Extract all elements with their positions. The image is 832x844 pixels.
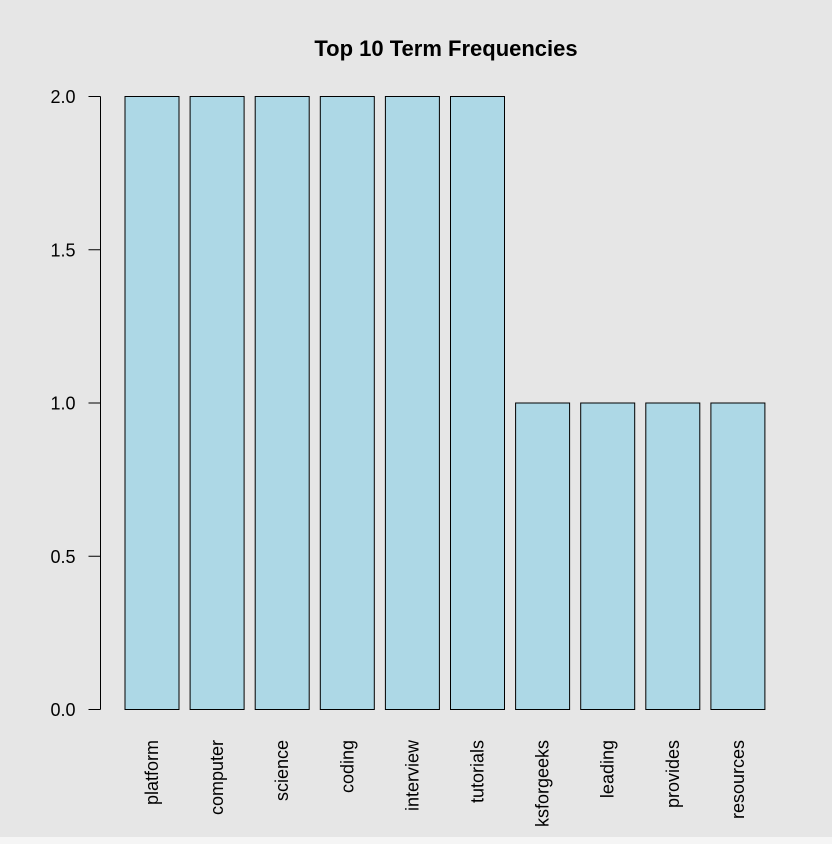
y-tick-label: 0.0 (50, 700, 75, 720)
category-label-computer: computer (207, 740, 227, 815)
category-label-tutorials: tutorials (468, 740, 488, 803)
y-axis: 0.0 0.5 1.0 1.5 2.0 (50, 87, 101, 720)
bar-resources (710, 402, 766, 710)
bar-science (254, 96, 310, 710)
category-label-provides: provides (663, 740, 683, 808)
category-label-resources: resources (728, 740, 748, 819)
category-label-coding: coding (337, 740, 357, 793)
category-labels-group: platform computer science coding interview tu… (142, 739, 748, 827)
category-label-platform: platform (142, 740, 162, 805)
bar-computer (189, 96, 245, 710)
y-tick-label: 1.5 (50, 240, 75, 260)
category-label-ksforgeeks: ksforgeeks (533, 740, 553, 827)
y-tick-label: 2.0 (50, 87, 75, 107)
y-tick-label: 0.5 (50, 547, 75, 567)
bar-provides (645, 402, 701, 710)
bar-leading (580, 402, 636, 710)
category-label-science: science (272, 740, 292, 801)
bottom-strip (0, 837, 832, 844)
bar-platform (124, 96, 180, 710)
bars-group (124, 96, 766, 710)
category-label-interview: interview (402, 739, 422, 811)
category-label-leading: leading (598, 740, 618, 798)
bar-coding (319, 96, 375, 710)
chart-title: Top 10 Term Frequencies (314, 36, 577, 61)
bar-tutorials (450, 96, 505, 710)
bar-interview (384, 96, 440, 710)
bar-ksforgeeks (515, 402, 571, 710)
y-tick-label: 1.0 (50, 394, 75, 414)
